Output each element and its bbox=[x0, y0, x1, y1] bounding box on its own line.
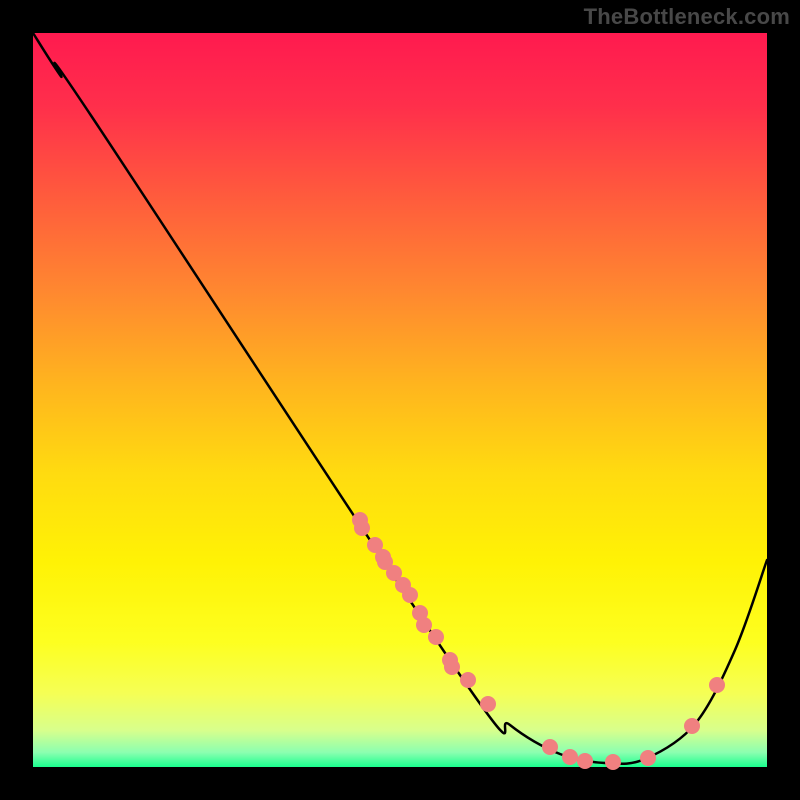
scatter-point bbox=[377, 554, 393, 570]
scatter-point bbox=[640, 750, 656, 766]
scatter-point bbox=[562, 749, 578, 765]
scatter-point bbox=[428, 629, 444, 645]
scatter-point bbox=[709, 677, 725, 693]
gradient-background bbox=[33, 33, 767, 767]
scatter-point bbox=[460, 672, 476, 688]
scatter-point bbox=[444, 659, 460, 675]
scatter-point bbox=[605, 754, 621, 770]
scatter-point bbox=[402, 587, 418, 603]
scatter-point bbox=[416, 617, 432, 633]
scatter-point bbox=[354, 520, 370, 536]
chart-container: TheBottleneck.com bbox=[0, 0, 800, 800]
chart-svg bbox=[0, 0, 800, 800]
scatter-point bbox=[684, 718, 700, 734]
scatter-point bbox=[542, 739, 558, 755]
scatter-point bbox=[577, 753, 593, 769]
scatter-point bbox=[480, 696, 496, 712]
watermark-text: TheBottleneck.com bbox=[584, 4, 790, 30]
